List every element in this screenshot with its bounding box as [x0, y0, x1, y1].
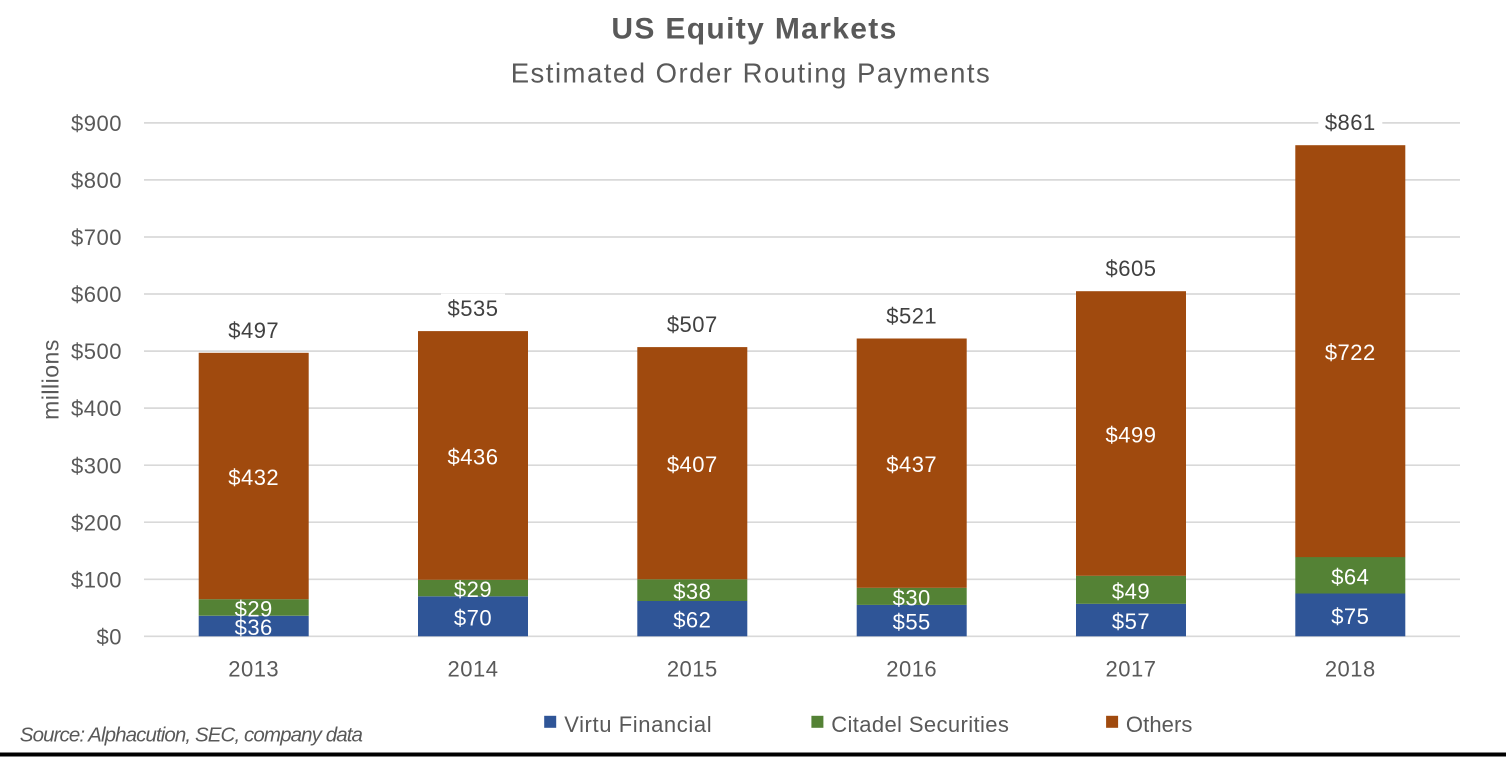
svg-text:Source: Alphacution, SEC, comp: Source: Alphacution, SEC, company data [20, 724, 363, 747]
svg-text:$605: $605 [1106, 256, 1157, 281]
svg-text:2015: 2015 [667, 657, 718, 682]
svg-text:$600: $600 [71, 282, 122, 307]
svg-text:2016: 2016 [886, 657, 937, 682]
svg-text:$55: $55 [893, 610, 931, 635]
svg-text:$30: $30 [893, 585, 931, 610]
svg-text:2014: 2014 [448, 657, 499, 682]
svg-text:2018: 2018 [1325, 657, 1376, 682]
svg-text:$75: $75 [1331, 604, 1369, 629]
svg-text:$49: $49 [1112, 579, 1150, 604]
svg-text:$62: $62 [673, 608, 711, 633]
svg-text:$535: $535 [448, 296, 499, 321]
svg-text:$437: $437 [886, 452, 937, 477]
svg-text:$38: $38 [673, 579, 711, 604]
svg-text:2013: 2013 [228, 657, 279, 682]
svg-text:$0: $0 [97, 624, 122, 649]
svg-text:$64: $64 [1331, 564, 1369, 589]
svg-text:$407: $407 [667, 452, 718, 477]
svg-text:$29: $29 [235, 597, 273, 622]
svg-text:$432: $432 [228, 465, 279, 490]
svg-text:$900: $900 [71, 111, 122, 136]
svg-text:Citadel Securities: Citadel Securities [831, 712, 1009, 737]
svg-text:$507: $507 [667, 312, 718, 337]
svg-text:$861: $861 [1325, 110, 1376, 135]
svg-text:$500: $500 [71, 339, 122, 364]
svg-text:$29: $29 [454, 577, 492, 602]
svg-text:$521: $521 [886, 304, 937, 329]
svg-text:$300: $300 [71, 453, 122, 478]
svg-text:2017: 2017 [1106, 657, 1157, 682]
svg-text:$499: $499 [1106, 423, 1157, 448]
svg-text:US Equity Markets: US Equity Markets [611, 13, 897, 46]
svg-text:$100: $100 [71, 567, 122, 592]
svg-text:$70: $70 [454, 605, 492, 630]
svg-text:$800: $800 [71, 168, 122, 193]
svg-text:$700: $700 [71, 225, 122, 250]
svg-text:$200: $200 [71, 510, 122, 535]
svg-text:$722: $722 [1325, 340, 1376, 365]
svg-text:Virtu Financial: Virtu Financial [564, 712, 712, 737]
svg-text:Others: Others [1126, 712, 1193, 737]
svg-text:$497: $497 [228, 318, 279, 343]
svg-text:millions: millions [38, 339, 64, 420]
svg-text:$400: $400 [71, 396, 122, 421]
svg-text:$436: $436 [448, 445, 499, 470]
svg-text:$57: $57 [1112, 609, 1150, 634]
svg-text:Estimated Order Routing Paymen: Estimated Order Routing Payments [511, 58, 992, 89]
svg-text:$36: $36 [235, 615, 273, 640]
